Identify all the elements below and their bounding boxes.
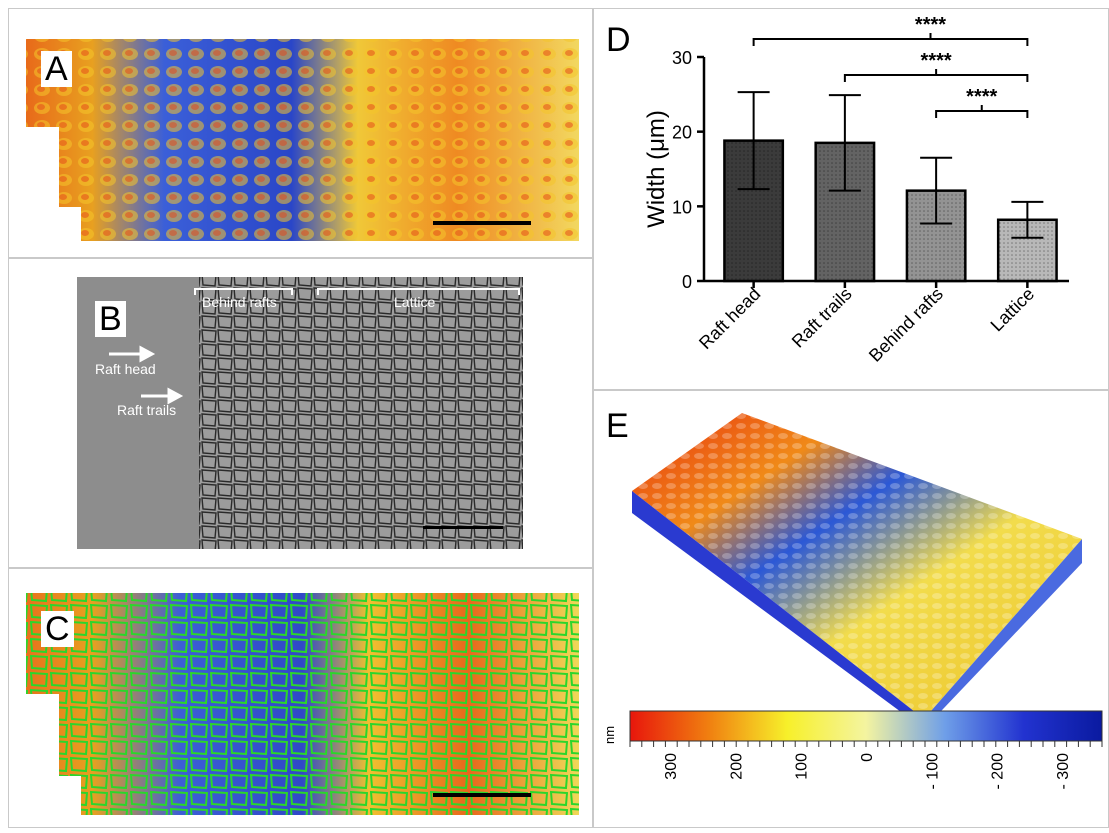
y-tick-label: 20 bbox=[672, 123, 692, 143]
raft-trails-arrow bbox=[141, 387, 184, 405]
colorbar: nm 300 200 100 0 - 100 - 200 - 300 bbox=[602, 710, 1103, 790]
x-tick-label: Behind rafts bbox=[865, 284, 947, 366]
panel-c: C bbox=[8, 568, 593, 828]
colorbar-tick-label: 200 bbox=[728, 753, 745, 780]
bar-chart: 0 10 20 30 Width (μm) Raft head Raft trails Beh… bbox=[643, 14, 1069, 366]
significance-bracket bbox=[843, 74, 1029, 82]
microscopy-image-b bbox=[77, 277, 523, 549]
panel-b: Behind rafts Lattice Raft head Raft trai… bbox=[8, 258, 593, 568]
colorbar-tick-label: 0 bbox=[859, 753, 876, 762]
surface-3d-image bbox=[632, 413, 1082, 729]
colorbar-gradient bbox=[629, 710, 1103, 742]
panel-label-a: A bbox=[41, 51, 72, 87]
height-map-image-a bbox=[26, 39, 579, 241]
y-axis-label: Width (μm) bbox=[643, 110, 670, 228]
panel-d: D 0 10 20 30 Width (μm) Raft head Raft trails B… bbox=[593, 8, 1109, 390]
raft-trails-label: Raft trails bbox=[117, 402, 177, 418]
panel-label-e: E bbox=[606, 407, 629, 445]
colorbar-tick-label: 100 bbox=[794, 753, 811, 780]
raft-head-arrow bbox=[109, 345, 156, 363]
panel-label-d: D bbox=[606, 21, 631, 59]
significance-label: **** bbox=[915, 14, 946, 36]
x-tick-label: Raft trails bbox=[788, 284, 856, 352]
y-tick-label: 0 bbox=[682, 272, 692, 292]
y-tick-label: 30 bbox=[672, 48, 692, 68]
behind-rafts-bracket bbox=[194, 288, 293, 295]
colorbar-tick-label: - 300 bbox=[1055, 753, 1072, 790]
significance-bracket bbox=[752, 38, 1029, 46]
raft-head-label: Raft head bbox=[95, 361, 156, 377]
x-tick-label: Raft head bbox=[695, 284, 764, 353]
panel-e: E nm 300 200 100 0 - 100 - 200 - 300 bbox=[593, 390, 1109, 828]
behind-rafts-label: Behind rafts bbox=[202, 294, 277, 310]
colorbar-tick-label: 300 bbox=[663, 753, 680, 780]
significance-bracket bbox=[935, 110, 1029, 118]
lattice-label: Lattice bbox=[394, 294, 436, 310]
x-tick-label: Lattice bbox=[987, 284, 1039, 336]
panel-label-c: C bbox=[41, 611, 74, 647]
panel-a: A bbox=[8, 8, 593, 258]
segmented-image-c bbox=[26, 593, 579, 815]
lattice-bracket bbox=[317, 288, 520, 295]
panel-label-b: B bbox=[95, 301, 126, 337]
colorbar-tick-label: - 100 bbox=[924, 753, 941, 790]
significance-label: **** bbox=[966, 86, 997, 108]
colorbar-tick-label: - 200 bbox=[990, 753, 1007, 790]
colorbar-unit: nm bbox=[602, 726, 617, 744]
significance-label: **** bbox=[921, 50, 952, 72]
y-tick-label: 10 bbox=[672, 197, 692, 217]
